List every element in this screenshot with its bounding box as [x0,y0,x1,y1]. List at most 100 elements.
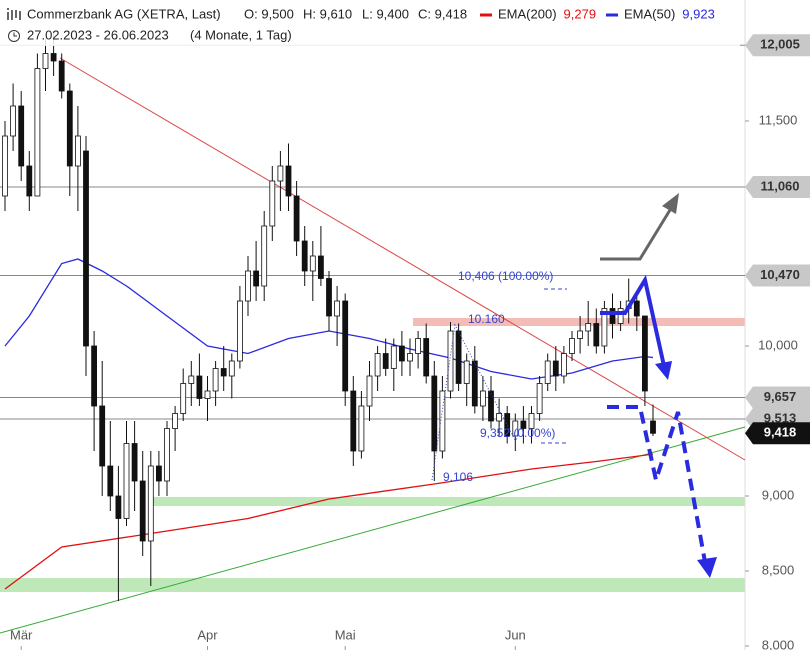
candle-body [75,135,81,167]
candle-body [236,300,243,362]
arrow [600,274,666,367]
candle-body [407,353,413,362]
candle-body [293,195,300,242]
candle-body [139,480,146,542]
candle-body [342,300,349,392]
candle-body [431,375,438,452]
candle-body [423,338,430,377]
candle-body [196,375,203,399]
date-range: 27.02.2023 - 26.06.2023 [27,27,169,42]
candle-body [504,413,511,437]
x-axis: Mär Apr Mai Jun [10,627,526,650]
candle-body [301,240,308,272]
candle-body [544,360,551,384]
candle-body [66,90,73,167]
candle-body [633,300,640,317]
fib-label: 9,352 (0.00%) [480,426,555,440]
candle-body [617,308,624,324]
y-tick-label: 10,000 [758,337,798,352]
x-tick-label: Jun [505,627,526,642]
candle-body [147,465,154,542]
candle-body [245,270,251,302]
candle-body [601,308,608,347]
level-label: 9,657 [764,389,797,404]
level-label: 11,060 [760,178,799,193]
candle-body [131,443,138,482]
candle-body [471,360,478,407]
candle-body [398,345,405,362]
arrow-head [655,361,672,380]
levels [0,44,745,420]
chart-icon [7,8,21,20]
x-tick-label: Apr [197,627,218,642]
candle-body [415,338,422,354]
candle-body [463,360,470,384]
legend-label: EMA(50) [624,6,675,21]
level-label-box [745,386,810,409]
candle-body [18,105,25,167]
resistance-band [413,318,745,326]
fib-label: 10,406 (100.00%) [458,269,553,283]
candle-body [285,165,292,197]
legend-value: 9,923 [682,6,715,21]
fib-label: 10.160 [468,312,505,326]
level-label-box [745,264,810,287]
fib-label: 9.106 [443,470,473,484]
candle-body [642,315,648,392]
candle-body [569,338,575,354]
legend-value: 9,279 [564,6,597,21]
candle-body [561,353,567,377]
candle-body [220,368,227,377]
header: Commerzbank AG (XETRA, Last) O: 9,500 H:… [0,0,740,46]
candle-body [366,375,373,407]
candle-body [188,375,195,384]
candle-body [382,353,389,369]
period: (4 Monate, 1 Tag) [190,27,292,42]
candle-body [228,360,235,377]
candle-body [164,428,170,482]
candle-body [91,345,97,407]
y-tick-label: 8,000 [762,637,795,650]
candle-body [253,270,260,287]
arrow [607,405,707,563]
support-band [0,578,745,592]
chart-title: Commerzbank AG (XETRA, Last) [27,6,221,21]
candle-body [439,390,446,452]
level-label: 12,005 [760,37,800,52]
candle-body [26,165,33,197]
candle-body [536,383,543,414]
arrow [600,209,672,261]
scenario-arrows [600,193,717,578]
clock-icon [8,30,20,42]
last-price-label-box [745,422,810,445]
candle-body [99,405,106,467]
legend-label: EMA(200) [498,6,557,21]
y-axis: 8,000 8,500 9,000 10,000 11,500 [745,112,798,650]
level-label-box [745,34,810,57]
candle-body [326,278,332,317]
support-band [150,497,745,506]
candle-body [172,413,179,429]
quote: O: 9,500 [244,6,294,21]
candle-body [123,443,130,519]
candle-body [593,323,600,347]
level-label: 9,513 [764,410,797,425]
candle-body [58,60,65,92]
candle-body [83,150,89,347]
quote: C: 9,418 [418,6,467,21]
last-price-label: 9,418 [764,425,797,440]
candle-body [358,405,365,452]
quote: L: 9,400 [362,6,409,21]
candle-body [10,105,17,137]
candle-body [479,390,486,407]
candle-body [180,383,187,414]
candle-body [512,420,519,437]
candle-body [552,360,559,377]
fibonacci: 10,406 (100.00%) 10.160 9,352 (0.00%) 9.… [431,269,567,484]
candle-body [261,225,268,287]
candle-body [212,368,219,392]
candle-body [309,255,316,272]
candle-body [155,465,162,482]
y-tick-label: 11,500 [759,112,798,127]
candles [2,31,656,601]
